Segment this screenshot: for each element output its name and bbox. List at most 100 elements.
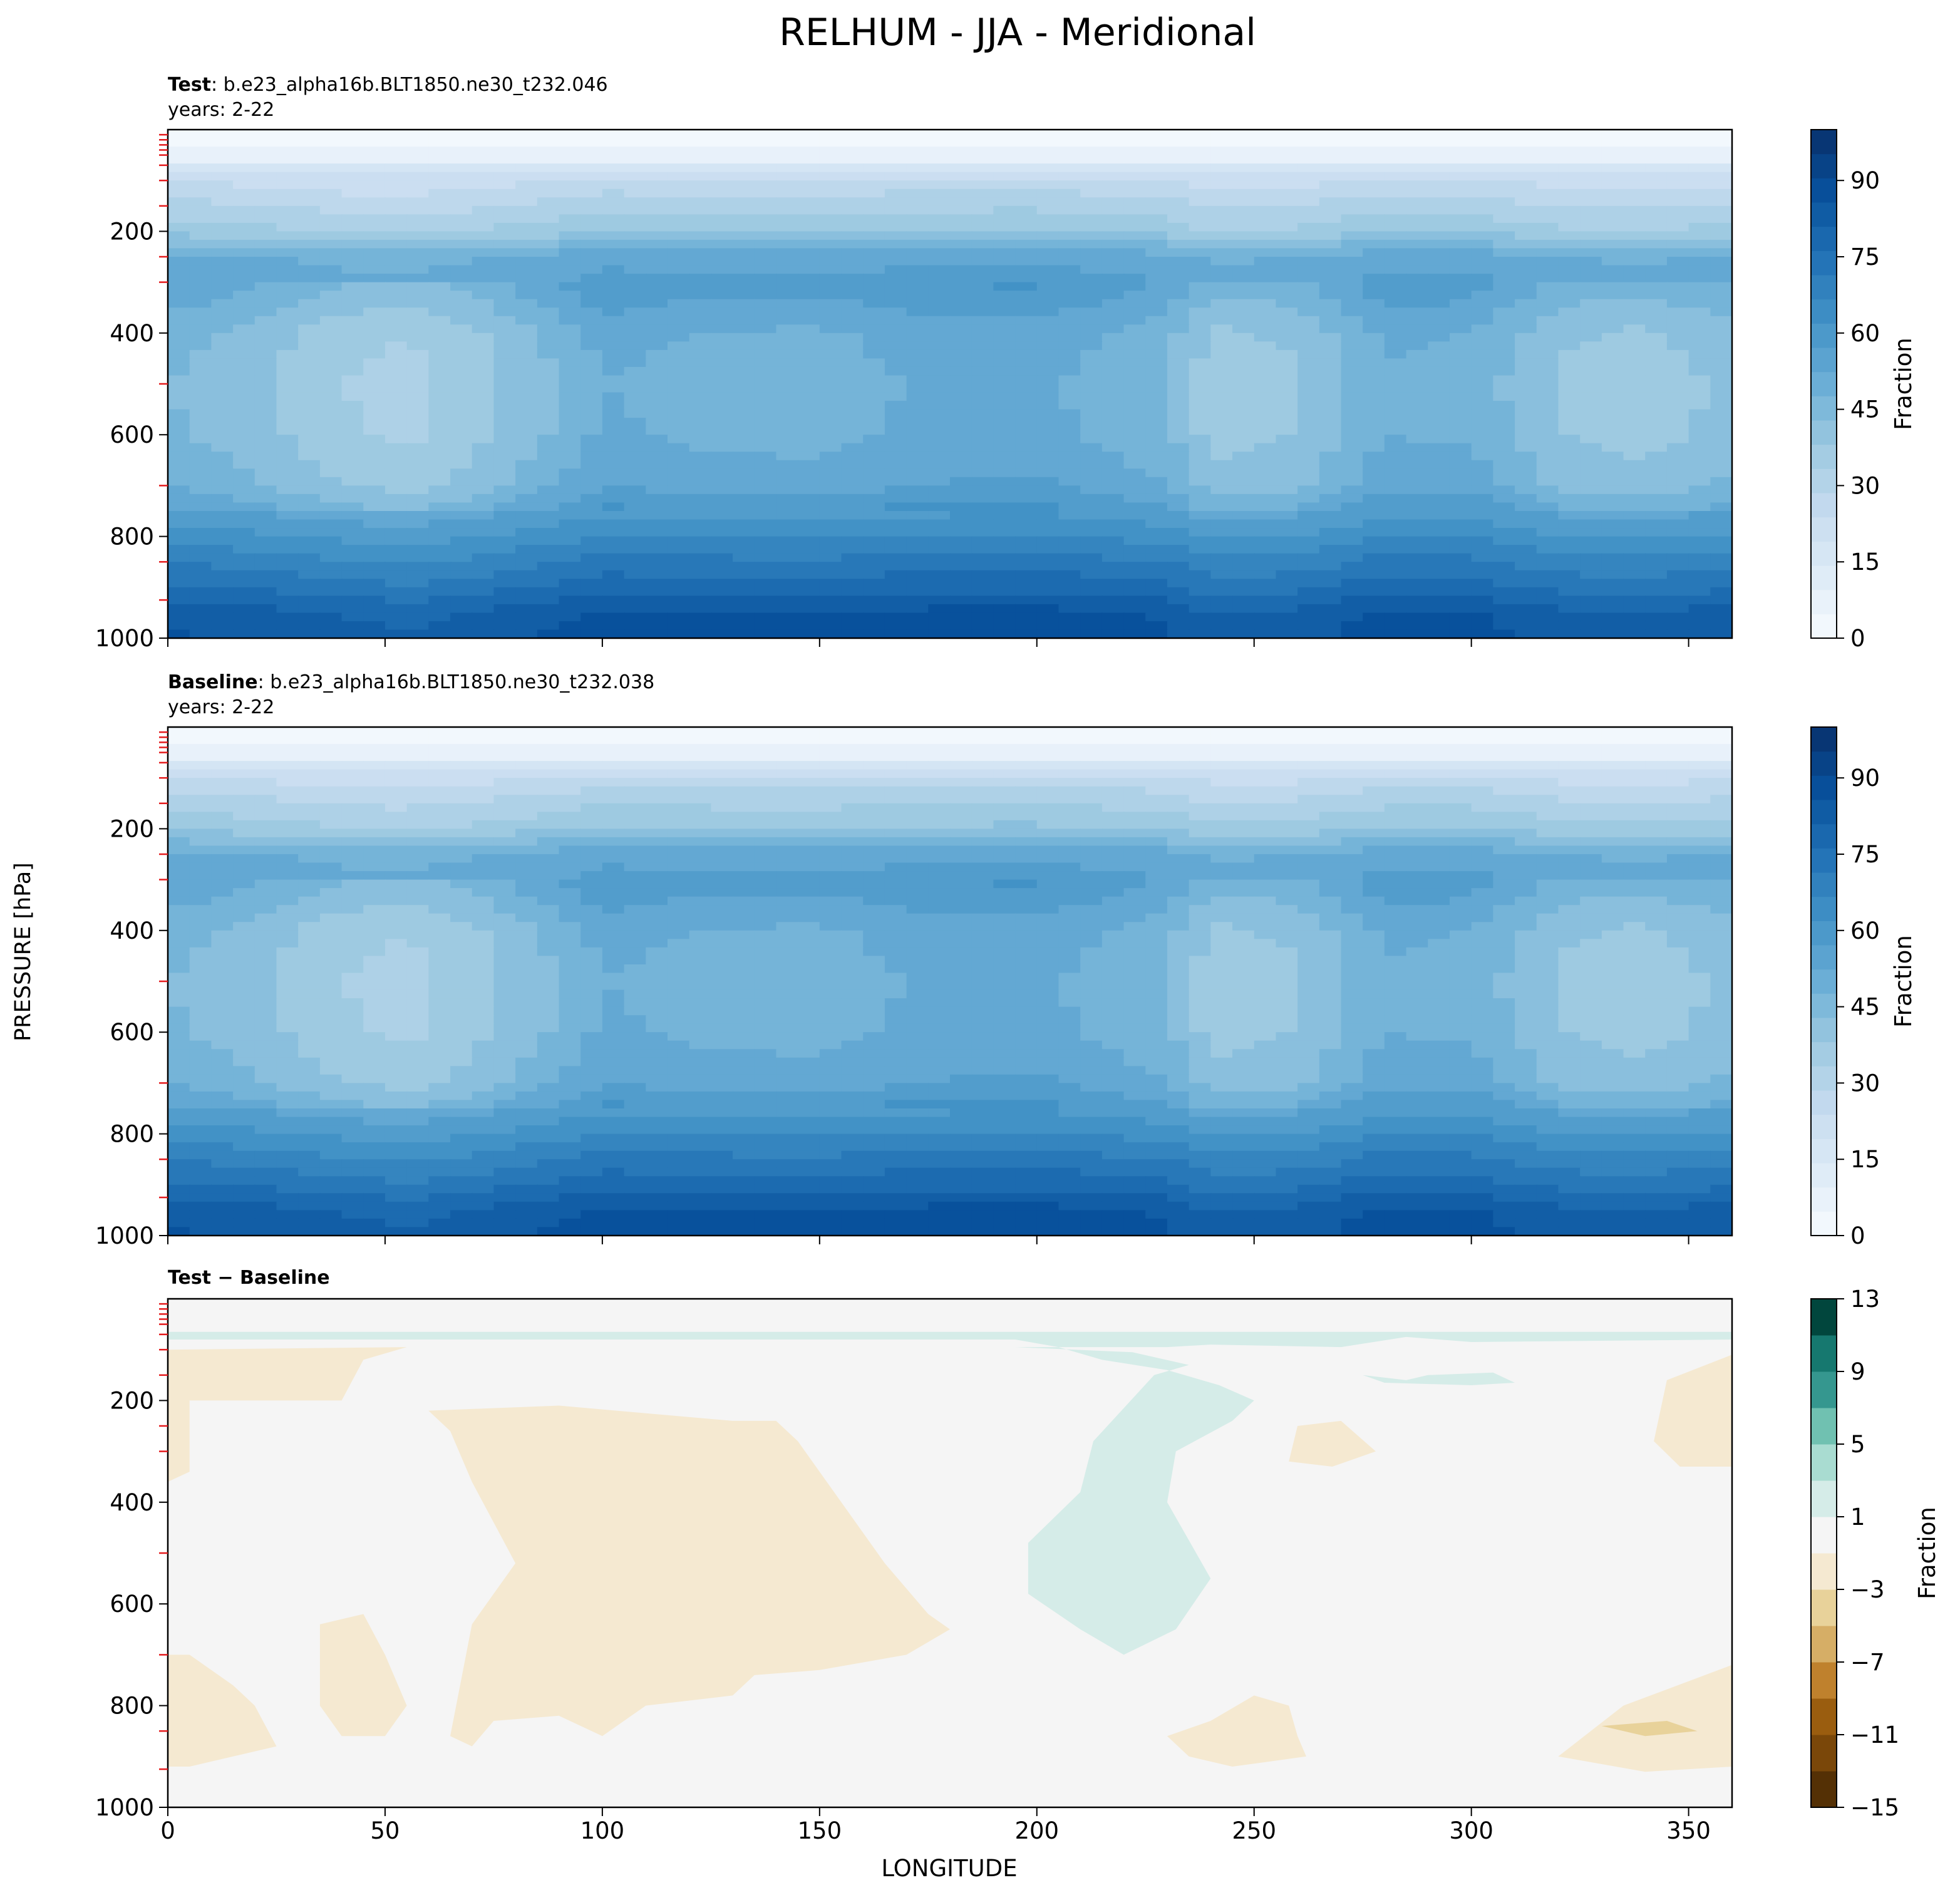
field-cell	[646, 744, 668, 753]
field-cell	[168, 493, 190, 503]
field-cell	[646, 553, 668, 563]
field-cell	[841, 291, 864, 300]
field-cell	[1167, 435, 1190, 444]
field-cell	[559, 222, 582, 232]
field-cell	[254, 519, 277, 529]
field-cell	[1449, 443, 1472, 453]
field-cell	[1015, 460, 1038, 470]
field-cell	[384, 257, 408, 266]
field-cell	[1232, 452, 1255, 461]
field-cell	[1428, 502, 1450, 512]
field-cell	[1471, 786, 1494, 796]
field-cell	[950, 511, 972, 520]
field-cell	[1428, 769, 1450, 779]
field-cell	[493, 349, 517, 359]
field-cell	[168, 375, 190, 385]
field-cell	[1145, 409, 1168, 419]
field-cell	[1710, 257, 1732, 266]
field-cell	[1449, 366, 1472, 376]
field-cell	[1058, 341, 1081, 351]
field-cell	[1210, 587, 1234, 597]
field-cell	[1384, 222, 1407, 232]
field-cell	[384, 409, 408, 419]
field-cell	[1601, 418, 1624, 427]
field-cell	[1645, 401, 1668, 410]
field-cell	[1666, 291, 1689, 300]
field-cell	[1123, 214, 1147, 224]
field-cell	[537, 282, 560, 292]
field-cell	[1384, 553, 1407, 563]
field-cell	[1232, 553, 1255, 563]
field-cell	[776, 553, 799, 563]
field-cell	[1536, 735, 1559, 745]
field-cell	[384, 180, 408, 190]
field-cell	[537, 231, 560, 240]
field-cell	[733, 366, 755, 376]
field-cell	[798, 579, 820, 588]
field-cell	[689, 443, 712, 453]
field-cell	[276, 409, 299, 419]
field-cell	[1666, 621, 1689, 631]
field-cell	[733, 282, 755, 292]
field-cell	[1688, 562, 1711, 571]
field-cell	[276, 401, 299, 410]
field-cell	[580, 418, 603, 427]
field-cell	[1406, 324, 1429, 334]
field-cell	[711, 536, 734, 546]
field-cell	[1232, 502, 1255, 512]
field-cell	[906, 511, 929, 520]
field-cell	[559, 282, 582, 292]
field-cell	[863, 477, 885, 487]
field-cell	[1341, 341, 1364, 351]
field-cell	[276, 418, 299, 427]
field-cell	[646, 366, 668, 376]
field-cell	[950, 435, 972, 444]
field-cell	[1276, 316, 1299, 326]
field-cell	[1710, 231, 1732, 240]
field-cell	[1297, 752, 1320, 762]
field-cell	[646, 761, 668, 770]
field-cell	[580, 163, 603, 173]
field-cell	[1145, 511, 1168, 520]
field-cell	[884, 621, 907, 631]
field-cell	[211, 528, 234, 537]
field-cell	[1601, 545, 1624, 554]
field-cell	[928, 735, 951, 745]
field-cell	[233, 205, 255, 215]
field-cell	[1101, 299, 1125, 309]
field-cell	[1601, 409, 1624, 419]
field-cell	[515, 409, 538, 419]
field-cell	[1036, 744, 1060, 753]
field-cell	[493, 536, 517, 546]
field-cell	[1449, 299, 1472, 309]
field-cell	[1449, 612, 1472, 622]
field-cell	[1058, 265, 1081, 275]
field-cell	[1623, 477, 1646, 487]
field-cell	[168, 358, 190, 368]
field-cell	[233, 744, 255, 753]
field-cell	[733, 485, 755, 495]
field-cell	[1058, 180, 1081, 190]
field-cell	[363, 239, 386, 249]
field-cell	[1145, 528, 1168, 537]
field-cell	[1515, 485, 1537, 495]
field-cell	[950, 231, 972, 240]
field-cell	[906, 231, 929, 240]
field-cell	[711, 239, 734, 249]
field-cell	[1015, 222, 1038, 232]
field-cell	[319, 545, 343, 554]
field-cell	[733, 172, 755, 182]
field-cell	[1536, 519, 1559, 529]
field-cell	[1254, 299, 1277, 309]
field-cell	[1645, 172, 1668, 182]
field-cell	[754, 274, 777, 283]
field-cell	[384, 147, 408, 156]
field-cell	[1406, 460, 1429, 470]
field-cell	[1123, 493, 1147, 503]
field-cell	[928, 307, 951, 317]
field-cell	[667, 727, 690, 736]
field-cell	[1189, 231, 1212, 240]
field-cell	[211, 519, 234, 529]
field-cell	[537, 528, 560, 537]
